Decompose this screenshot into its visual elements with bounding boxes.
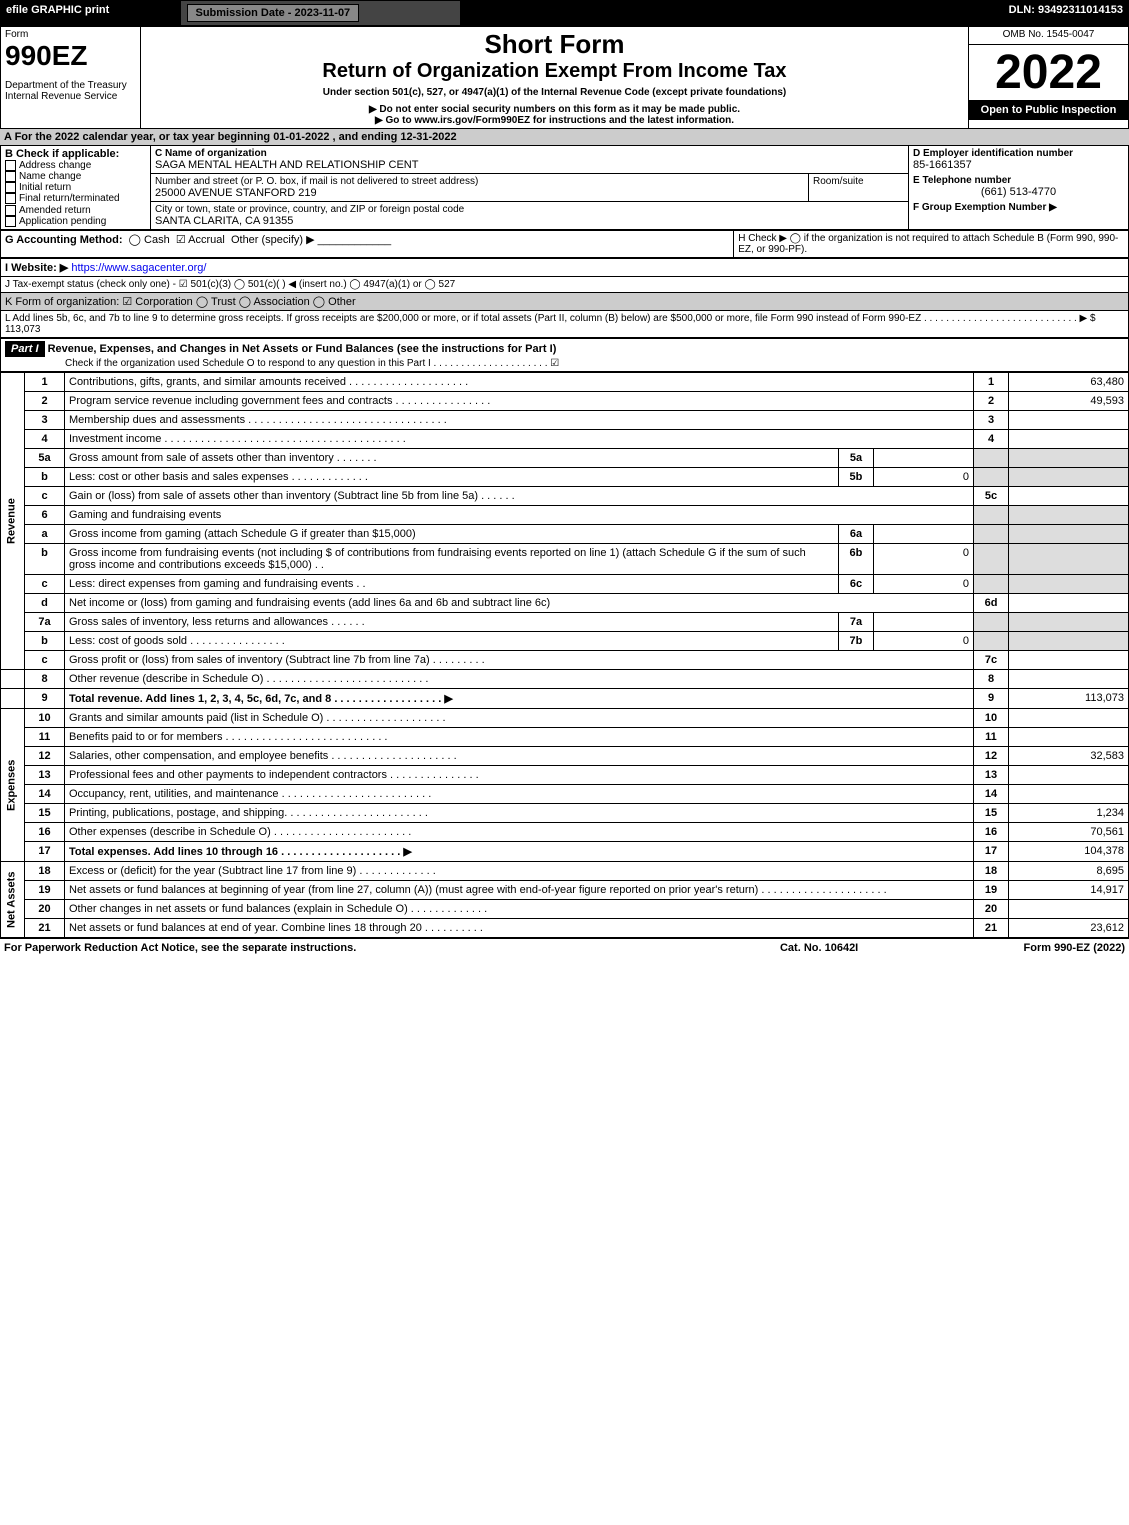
- line-8: 8 Other revenue (describe in Schedule O)…: [1, 670, 1129, 689]
- f-label: F Group Exemption Number ▶: [913, 202, 1124, 213]
- line-13: 13 Professional fees and other payments …: [1, 766, 1129, 785]
- line-14: 14 Occupancy, rent, utilities, and maint…: [1, 785, 1129, 804]
- part1-table: Revenue 1 Contributions, gifts, grants, …: [0, 372, 1129, 938]
- city: SANTA CLARITA, CA 91355: [155, 215, 904, 227]
- line-17: 17 Total expenses. Add lines 10 through …: [1, 842, 1129, 862]
- footer-right: Form 990-EZ (2022): [907, 939, 1129, 958]
- line-7c: c Gross profit or (loss) from sales of i…: [1, 651, 1129, 670]
- form-number: 990EZ: [5, 40, 136, 72]
- submission-date-text: Submission Date - 2023-11-07: [187, 4, 360, 22]
- dept-label: Department of the Treasury Internal Reve…: [5, 80, 136, 102]
- submission-date: Submission Date - 2023-11-07: [180, 1, 460, 26]
- b-options: Address change Name change Initial retur…: [5, 160, 146, 227]
- line-18: Net Assets 18 Excess or (deficit) for th…: [1, 862, 1129, 881]
- part1-label: Part I: [5, 341, 45, 357]
- netassets-side-label: Net Assets: [1, 862, 25, 938]
- street: 25000 AVENUE STANFORD 219: [155, 187, 804, 199]
- i-label: I Website: ▶: [5, 262, 68, 274]
- j-line: J Tax-exempt status (check only one) - ☑…: [1, 277, 1129, 293]
- omb: OMB No. 1545-0047: [969, 27, 1129, 45]
- k-line: K Form of organization: ☑ Corporation ◯ …: [1, 293, 1129, 311]
- tax-year: 2022: [969, 45, 1128, 100]
- line-7b: b Less: cost of goods sold . . . . . . .…: [1, 632, 1129, 651]
- line-a: A For the 2022 calendar year, or tax yea…: [0, 129, 1129, 145]
- line-11: 11 Benefits paid to or for members . . .…: [1, 728, 1129, 747]
- inspection-box: Open to Public Inspection: [969, 100, 1128, 120]
- line-9: 9 Total revenue. Add lines 1, 2, 3, 4, 5…: [1, 689, 1129, 709]
- g-label: G Accounting Method:: [5, 234, 123, 246]
- line-1: Revenue 1 Contributions, gifts, grants, …: [1, 373, 1129, 392]
- street-label: Number and street (or P. O. box, if mail…: [155, 176, 804, 187]
- line-6b: b Gross income from fundraising events (…: [1, 544, 1129, 575]
- checkbox-final-return[interactable]: [5, 193, 16, 204]
- line-21: 21 Net assets or fund balances at end of…: [1, 919, 1129, 938]
- line-6d: d Net income or (loss) from gaming and f…: [1, 594, 1129, 613]
- line-7a: 7a Gross sales of inventory, less return…: [1, 613, 1129, 632]
- g-other: Other (specify) ▶: [231, 234, 315, 246]
- title-return: Return of Organization Exempt From Incom…: [145, 60, 964, 83]
- c-label: C Name of organization: [155, 148, 904, 159]
- ein: 85-1661357: [913, 159, 1124, 171]
- section-g-h: G Accounting Method: ◯ Cash ☑ Accrual Ot…: [0, 230, 1129, 258]
- section-i-j-k-l: I Website: ▶ https://www.sagacenter.org/…: [0, 258, 1129, 338]
- line-5b: b Less: cost or other basis and sales ex…: [1, 468, 1129, 487]
- note-ssn: ▶ Do not enter social security numbers o…: [145, 104, 964, 115]
- l-line: L Add lines 5b, 6c, and 7b to line 9 to …: [1, 311, 1129, 338]
- line-5c: c Gain or (loss) from sale of assets oth…: [1, 487, 1129, 506]
- checkbox-application-pending[interactable]: [5, 216, 16, 227]
- room-label: Room/suite: [813, 176, 904, 187]
- line-16: 16 Other expenses (describe in Schedule …: [1, 823, 1129, 842]
- h-label: H Check ▶ ◯ if the organization is not r…: [734, 231, 1129, 258]
- checkbox-initial-return[interactable]: [5, 182, 16, 193]
- checkbox-name-change[interactable]: [5, 171, 16, 182]
- b-label: B Check if applicable:: [5, 148, 146, 160]
- line-10: Expenses 10 Grants and similar amounts p…: [1, 709, 1129, 728]
- line-20: 20 Other changes in net assets or fund b…: [1, 900, 1129, 919]
- part1-check: Check if the organization used Schedule …: [65, 358, 559, 369]
- line-12: 12 Salaries, other compensation, and emp…: [1, 747, 1129, 766]
- note-goto: ▶ Go to www.irs.gov/Form990EZ for instru…: [145, 115, 964, 126]
- line-5a: 5a Gross amount from sale of assets othe…: [1, 449, 1129, 468]
- revenue-side-label: Revenue: [1, 373, 25, 670]
- section-b-through-f: B Check if applicable: Address change Na…: [0, 145, 1129, 230]
- website-link[interactable]: https://www.sagacenter.org/: [71, 262, 206, 274]
- part1-header: Part I Revenue, Expenses, and Changes in…: [0, 338, 1129, 372]
- g-cash: Cash: [144, 234, 170, 246]
- phone: (661) 513-4770: [913, 186, 1124, 198]
- line-6c: c Less: direct expenses from gaming and …: [1, 575, 1129, 594]
- checkbox-address-change[interactable]: [5, 160, 16, 171]
- checkbox-amended-return[interactable]: [5, 205, 16, 216]
- dln: DLN: 93492311014153: [520, 1, 1129, 26]
- org-name: SAGA MENTAL HEALTH AND RELATIONSHIP CENT: [155, 159, 904, 171]
- e-label: E Telephone number: [913, 175, 1124, 186]
- subtitle: Under section 501(c), 527, or 4947(a)(1)…: [145, 87, 964, 98]
- line-6: 6 Gaming and fundraising events: [1, 506, 1129, 525]
- title-short-form: Short Form: [145, 29, 964, 60]
- part1-heading: Revenue, Expenses, and Changes in Net As…: [48, 343, 557, 355]
- top-bar: efile GRAPHIC print Submission Date - 20…: [0, 0, 1129, 26]
- footer-left: For Paperwork Reduction Act Notice, see …: [0, 939, 732, 958]
- line-19: 19 Net assets or fund balances at beginn…: [1, 881, 1129, 900]
- line-15: 15 Printing, publications, postage, and …: [1, 804, 1129, 823]
- d-label: D Employer identification number: [913, 148, 1124, 159]
- city-label: City or town, state or province, country…: [155, 204, 904, 215]
- line-6a: a Gross income from gaming (attach Sched…: [1, 525, 1129, 544]
- line-3: 3 Membership dues and assessments . . . …: [1, 411, 1129, 430]
- form-label: Form: [5, 29, 136, 40]
- expenses-side-label: Expenses: [1, 709, 25, 862]
- g-accrual: Accrual: [188, 234, 225, 246]
- line-4: 4 Investment income . . . . . . . . . . …: [1, 430, 1129, 449]
- footer-center: Cat. No. 10642I: [732, 939, 907, 958]
- footer: For Paperwork Reduction Act Notice, see …: [0, 938, 1129, 957]
- efile-label: efile GRAPHIC print: [0, 1, 180, 26]
- form-header: Form 990EZ Department of the Treasury In…: [0, 26, 1129, 129]
- line-2: 2 Program service revenue including gove…: [1, 392, 1129, 411]
